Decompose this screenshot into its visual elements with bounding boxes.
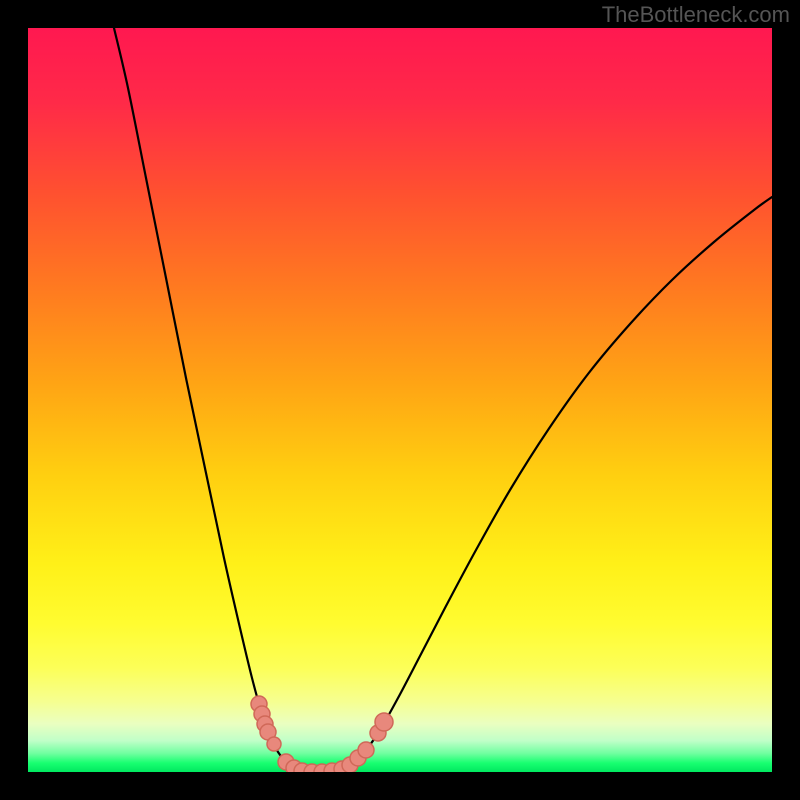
chart-svg: [28, 28, 772, 772]
chart-container: TheBottleneck.com: [0, 0, 800, 800]
watermark-text: TheBottleneck.com: [602, 2, 790, 28]
data-marker: [375, 713, 393, 731]
data-marker: [267, 737, 281, 751]
gradient-background: [28, 28, 772, 772]
data-marker: [358, 742, 374, 758]
plot-area: [28, 28, 772, 772]
